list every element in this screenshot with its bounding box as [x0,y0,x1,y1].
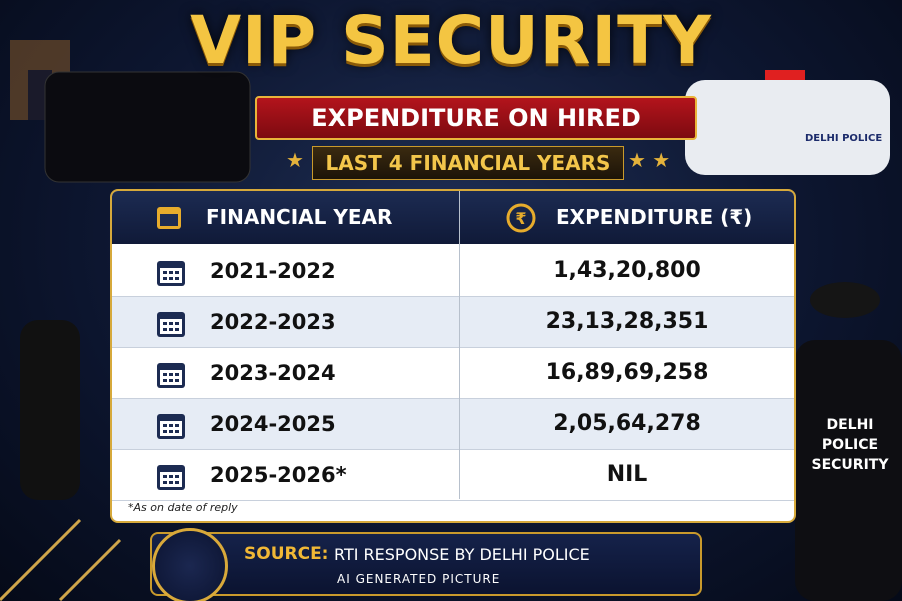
expenditure-cell: 1,43,20,800 [553,258,701,283]
column-header: EXPENDITURE (₹) [556,205,753,229]
rupee-icon: ₹ [506,203,536,233]
expenditure-cell: 16,89,69,258 [545,360,709,385]
suv [44,71,251,183]
header-cell: FINANCIAL YEAR [112,191,460,244]
year-cell: 2022-2023 [210,310,336,334]
expenditure-cell: 23,13,28,351 [545,309,709,334]
table-row: 2023-2024 16,89,69,258 [112,348,794,399]
source-label: SOURCE: [244,544,329,564]
source-note: AI GENERATED PICTURE [337,572,501,586]
table-row: 2022-2023 23,13,28,351 [112,297,794,348]
year-cell: 2021-2022 [210,259,336,283]
column-divider [459,191,460,499]
table-row: 2021-2022 1,43,20,800 [112,246,794,297]
source-text: RTI RESPONSE BY DELHI POLICE [334,545,590,564]
table: FINANCIAL YEAR ₹ EXPENDITURE (₹) 2021-20… [110,189,796,523]
officer-cap [810,282,880,318]
expenditure-cell: 2,05,64,278 [553,411,701,436]
vest-label: DELHI POLICE SECURITY [811,417,889,473]
footnote: *As on date of reply [128,501,238,514]
table-row: 2024-2025 2,05,64,278 [112,399,794,450]
calendar-icon [157,207,181,229]
svg-text:₹: ₹ [515,209,526,228]
emblem [152,528,228,601]
header-cell: ₹ EXPENDITURE (₹) [460,191,794,244]
title: VIP SECURITY [190,2,712,79]
officer-right [795,340,902,601]
calendar-icon [157,465,185,490]
subtitle: EXPENDITURE ON HIRED VEHICLES [255,96,697,172]
expenditure-cell: NIL [606,462,648,487]
car-label: DELHI POLICE [805,133,883,144]
officer [20,320,80,500]
year-cell: 2023-2024 [210,361,336,385]
siren [765,70,805,80]
year-cell: 2024-2025 [210,412,336,436]
table-row: 2025-2026* NIL [112,450,794,501]
period: LAST 4 FINANCIAL YEARS [312,146,624,180]
year-cell: 2025-2026* [210,463,347,487]
column-header: FINANCIAL YEAR [206,205,393,229]
star: ★ ★ [628,148,671,172]
source-box: SOURCE: RTI RESPONSE BY DELHI POLICE AI … [150,528,702,601]
calendar-icon [157,312,185,337]
police-car [685,80,890,175]
road-lines [0,518,122,601]
calendar-icon [157,414,185,439]
star: ★ [286,148,304,172]
calendar-icon [157,363,185,388]
calendar-icon [157,261,185,286]
